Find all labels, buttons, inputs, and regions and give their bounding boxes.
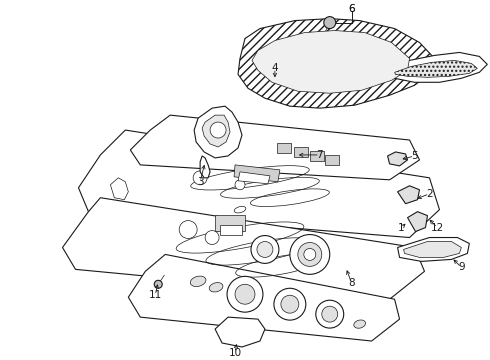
Circle shape [257,242,273,257]
Circle shape [193,171,207,185]
Polygon shape [130,115,419,180]
Text: 1: 1 [398,222,405,233]
Text: 5: 5 [411,151,418,161]
Text: 4: 4 [271,63,278,73]
Ellipse shape [209,283,223,292]
Circle shape [304,248,316,260]
Polygon shape [63,198,424,299]
Circle shape [251,235,279,264]
Circle shape [290,234,330,274]
Polygon shape [78,130,440,238]
Polygon shape [200,156,210,178]
Polygon shape [238,19,435,108]
Polygon shape [408,212,427,231]
Bar [215,215,245,230]
Circle shape [281,295,299,313]
Text: 7: 7 [317,150,323,160]
Polygon shape [252,31,410,93]
Polygon shape [397,238,469,261]
Circle shape [227,276,263,312]
Ellipse shape [234,206,246,213]
Circle shape [205,230,219,244]
Text: 10: 10 [228,348,242,358]
Circle shape [235,284,255,304]
Polygon shape [234,165,280,182]
Text: 9: 9 [458,262,465,273]
Ellipse shape [190,276,206,287]
Text: 2: 2 [426,189,433,199]
Bar [277,143,291,153]
Circle shape [316,300,343,328]
Circle shape [298,243,322,266]
Polygon shape [238,172,270,184]
Circle shape [274,288,306,320]
Circle shape [322,306,338,322]
Polygon shape [128,255,399,341]
Polygon shape [404,242,462,257]
Circle shape [210,122,226,138]
Polygon shape [388,152,408,166]
Ellipse shape [354,320,366,328]
Text: 8: 8 [348,278,355,288]
Circle shape [235,180,245,190]
Polygon shape [397,186,419,204]
Text: 11: 11 [148,290,162,300]
Text: 3: 3 [197,177,203,187]
Polygon shape [215,317,265,347]
Text: 12: 12 [431,222,444,233]
Text: 6: 6 [348,4,355,14]
Polygon shape [194,106,242,158]
Bar [294,147,308,157]
Text: 6: 6 [348,4,355,14]
Polygon shape [110,178,128,200]
Circle shape [154,280,162,288]
Bar [220,225,242,234]
Bar [325,155,339,165]
Circle shape [179,221,197,239]
Polygon shape [202,115,230,147]
Polygon shape [390,53,488,82]
Bar [310,151,324,161]
Polygon shape [394,60,477,77]
Circle shape [324,17,336,28]
